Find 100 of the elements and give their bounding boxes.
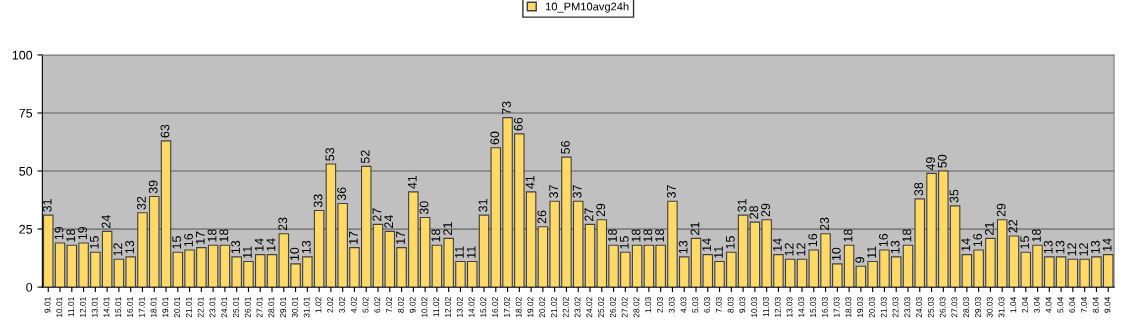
x-tick-label: 27.03 (951, 297, 958, 318)
data-label: 13 (678, 240, 688, 254)
data-label: 18 (902, 229, 912, 242)
x-tick-label: 26.03 (939, 297, 946, 318)
data-label: 28 (749, 205, 759, 219)
x-tick-label: 3.03 (668, 297, 675, 313)
x-tick-label: 21.02 (551, 297, 557, 318)
data-label: 29 (596, 203, 606, 217)
x-tick-label: 23.02 (574, 297, 581, 318)
x-tick-label: 10.02 (421, 297, 428, 318)
data-label: 66 (513, 117, 523, 131)
data-label: 32 (136, 196, 146, 210)
x-tick-label: 23.03 (904, 297, 911, 318)
data-label: 22 (1008, 219, 1018, 233)
data-label: 15 (89, 236, 99, 249)
x-tick-label: 20.03 (868, 297, 875, 318)
data-label: 31 (42, 199, 52, 212)
x-tick-label: 27.01 (256, 297, 263, 318)
data-label: 10 (290, 247, 299, 261)
x-tick-label: 3.04 (1033, 297, 1040, 313)
x-tick-label: 26.02 (609, 297, 616, 318)
data-label: 21 (690, 222, 700, 235)
data-label: 19 (78, 226, 87, 240)
data-label: 18 (608, 229, 617, 242)
data-label: 17 (396, 231, 405, 244)
data-label: 15 (725, 236, 735, 249)
data-label: 60 (490, 131, 500, 145)
y-tick-label: 100 (12, 50, 33, 60)
x-tick-label: 8.04 (1092, 297, 1099, 313)
data-label: 18 (643, 229, 653, 242)
y-tick-label: 50 (19, 166, 33, 176)
x-tick-label: 8.02 (397, 297, 404, 313)
x-tick-label: 9.02 (409, 297, 416, 313)
x-tick-label: 15.03 (810, 297, 816, 318)
x-tick-label: 25.01 (233, 297, 239, 318)
x-tick-label: 1.04 (1010, 297, 1017, 313)
data-label: 41 (407, 175, 417, 189)
data-label: 12 (784, 243, 794, 256)
x-tick-label: 2.03 (657, 297, 663, 313)
x-tick-label: 19.01 (162, 297, 169, 318)
x-tick-label: 27.02 (621, 297, 628, 318)
x-tick-label: 6.03 (704, 297, 711, 313)
data-label: 13 (1055, 240, 1065, 254)
data-label: 23 (820, 217, 829, 231)
x-tick-label: 18.03 (845, 297, 852, 318)
data-label: 56 (560, 140, 570, 154)
data-label: 12 (1067, 243, 1077, 256)
x-tick-label: 13.01 (91, 297, 98, 318)
data-label: 13 (1090, 240, 1100, 254)
x-tick-label: 13.02 (456, 297, 463, 318)
x-tick-label: 28.01 (268, 297, 275, 318)
data-label: 12 (113, 243, 123, 256)
x-tick-label: 11.01 (68, 297, 75, 317)
data-label: 36 (337, 187, 347, 201)
data-label: 14 (773, 238, 782, 251)
x-tick-label: 22.03 (892, 297, 899, 318)
x-tick-label: 26.01 (244, 297, 251, 318)
x-tick-label: 19.02 (527, 297, 534, 318)
data-label: 10 (831, 247, 841, 261)
data-label: 16 (184, 233, 193, 247)
data-label: 31 (737, 199, 747, 212)
x-tick-label: 30.01 (291, 297, 298, 318)
data-label: 27 (584, 208, 594, 222)
data-label: 18 (631, 229, 641, 242)
x-tick-label: 1.02 (315, 297, 322, 313)
data-label: 15 (619, 236, 629, 249)
data-label: 63 (160, 124, 170, 138)
x-tick-label: 28.03 (963, 297, 970, 318)
x-tick-label: 2.02 (327, 297, 334, 313)
x-tick-label: 11.02 (433, 297, 440, 317)
x-tick-label: 23.01 (209, 297, 216, 318)
x-tick-label: 20.01 (174, 297, 181, 318)
x-tick-label: 28.02 (633, 297, 640, 318)
data-label: 11 (714, 246, 723, 258)
data-label: 18 (655, 229, 665, 242)
x-tick-label: 5.04 (1057, 297, 1064, 313)
x-tick-label: 31.01 (303, 297, 310, 318)
data-label: 12 (796, 243, 806, 256)
data-label: 14 (254, 238, 264, 251)
data-label: 49 (926, 157, 935, 171)
legend-label: 10_PM10avg24h (545, 2, 629, 13)
data-label: 27 (372, 208, 382, 222)
data-label: 21 (984, 222, 994, 235)
data-label: 18 (66, 229, 76, 242)
x-tick-label: 16.03 (821, 297, 828, 318)
x-tick-label: 25.03 (927, 297, 934, 318)
data-label: 29 (761, 203, 771, 217)
data-label: 15 (172, 236, 182, 249)
data-label: 9 (855, 257, 865, 263)
x-tick-label: 4.02 (350, 297, 357, 313)
data-label: 17 (195, 231, 205, 244)
data-label: 14 (961, 238, 971, 251)
x-tick-label: 20.02 (539, 297, 546, 318)
data-label: 52 (360, 150, 370, 164)
data-label: 24 (101, 215, 111, 228)
data-label: 13 (1043, 240, 1053, 254)
data-label: 18 (1032, 229, 1041, 242)
x-tick-label: 10.03 (751, 297, 758, 318)
x-tick-label: 15.02 (480, 297, 487, 318)
x-tick-label: 3.02 (339, 297, 345, 313)
